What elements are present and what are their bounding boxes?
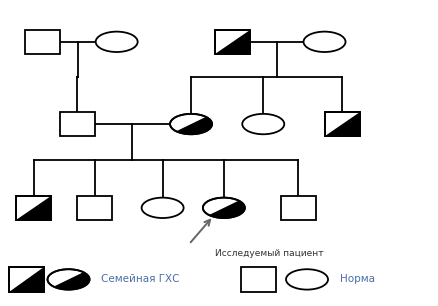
Text: Исследуемый пациент: Исследуемый пациент: [215, 249, 323, 258]
Bar: [215, 30, 250, 54]
Bar: [324, 112, 359, 136]
Polygon shape: [215, 30, 250, 54]
Ellipse shape: [47, 269, 89, 289]
Bar: [10, 267, 44, 292]
Bar: [10, 267, 44, 292]
Text: Норма: Норма: [339, 274, 374, 284]
Bar: [77, 196, 112, 220]
Ellipse shape: [202, 198, 244, 218]
Polygon shape: [208, 201, 244, 218]
Ellipse shape: [303, 32, 345, 52]
Ellipse shape: [170, 114, 212, 134]
Bar: [16, 196, 51, 220]
Polygon shape: [53, 272, 89, 289]
Bar: [16, 196, 51, 220]
Ellipse shape: [141, 198, 183, 218]
Text: Семейная ГХС: Семейная ГХС: [101, 274, 180, 284]
Bar: [241, 267, 276, 292]
Bar: [280, 196, 315, 220]
Bar: [215, 30, 250, 54]
Polygon shape: [176, 117, 212, 134]
Polygon shape: [16, 196, 51, 220]
Bar: [25, 30, 60, 54]
Bar: [324, 112, 359, 136]
Bar: [60, 112, 95, 136]
Polygon shape: [10, 267, 44, 292]
Polygon shape: [324, 112, 359, 136]
Ellipse shape: [286, 269, 327, 289]
Ellipse shape: [95, 32, 138, 52]
Ellipse shape: [242, 114, 284, 134]
